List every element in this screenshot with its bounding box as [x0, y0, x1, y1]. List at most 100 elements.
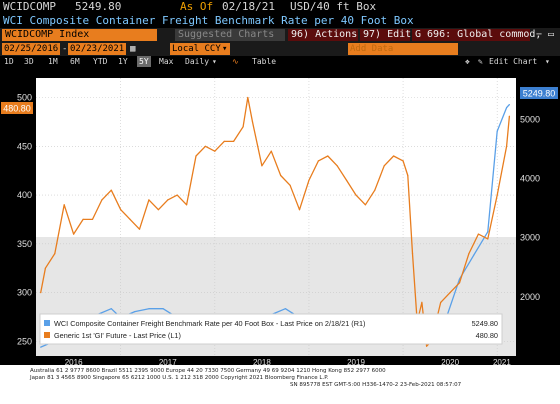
- footer-session: SN 895778 EST GMT-5:00 H336-1470-2 23-Fe…: [290, 382, 462, 388]
- series-1-point-40: [402, 160, 404, 162]
- security-header: WCIDCOMP 5249.80 As Of 02/18/21 USD/40 f…: [0, 0, 560, 14]
- period-1y[interactable]: 1Y: [118, 57, 128, 66]
- series-1-point-26: [270, 150, 272, 152]
- series-0-point-35: [506, 107, 508, 109]
- as-of-date: 02/18/21: [222, 0, 275, 13]
- series-1-point-34: [346, 179, 348, 181]
- left-tick-500: 500: [17, 93, 32, 103]
- series-1-point-51: [468, 253, 470, 255]
- series-1-point-16: [186, 204, 188, 206]
- calendar-icon[interactable]: ▦: [130, 44, 136, 54]
- series-1-point-24: [251, 121, 254, 123]
- series-1-point-56: [508, 115, 510, 117]
- right-tick-4000: 4000: [520, 174, 540, 184]
- left-last-price-label: 480.80: [3, 104, 31, 114]
- period-1m[interactable]: 1M: [48, 57, 58, 66]
- settings-icon[interactable]: ❖: [465, 57, 470, 66]
- period-1d[interactable]: 1D: [4, 57, 14, 66]
- chevron-down-icon[interactable]: ▾: [222, 43, 230, 55]
- edit-chart-button[interactable]: Edit Chart: [489, 57, 538, 66]
- series-1-point-45: [426, 345, 428, 347]
- currency-select[interactable]: Local CCY: [170, 43, 222, 55]
- left-tick-400: 400: [17, 190, 32, 200]
- series-1-point-12: [148, 199, 150, 201]
- left-last-price-box: [1, 102, 33, 114]
- period-3d[interactable]: 3D: [24, 57, 34, 66]
- series-1-point-44: [421, 301, 423, 303]
- window-icon[interactable]: ▭: [548, 29, 555, 40]
- footer-contacts-2: Japan 81 3 4565 8900 Singapore 65 6212 1…: [30, 375, 329, 381]
- series-1-point-14: [167, 199, 169, 201]
- series-1-point-48: [440, 301, 442, 303]
- series-1-point-7: [101, 199, 103, 201]
- period-5y[interactable]: 5Y: [137, 56, 151, 67]
- suggested-charts-label: Suggested Charts: [178, 29, 275, 40]
- series-1-point-29: [298, 209, 301, 211]
- series-1-point-30: [308, 179, 310, 181]
- series-1-point-49: [449, 292, 451, 294]
- legend-value-wci: 5249.80: [472, 319, 498, 328]
- right-last-price-box: [520, 87, 558, 99]
- end-date-input[interactable]: 02/23/2021: [68, 43, 126, 55]
- table-button[interactable]: Table: [252, 57, 277, 66]
- frequency-select[interactable]: Daily: [185, 57, 210, 66]
- series-0-point-33: [487, 231, 489, 233]
- legend-box: [39, 313, 503, 345]
- series-1-point-33: [336, 165, 338, 167]
- date-range-bar: 02/25/2016 - 02/23/2021 ▦ Local CCY ▾ Ad…: [0, 42, 560, 56]
- series-1-point-11: [138, 228, 141, 230]
- series-1-point-10: [129, 218, 131, 220]
- series-1-point-3: [63, 204, 65, 206]
- left-tick-300: 300: [17, 288, 32, 298]
- chevron-down-icon[interactable]: ▾: [545, 57, 550, 66]
- series-1-point-8: [110, 189, 112, 191]
- index-field[interactable]: WCIDCOMP Index: [2, 29, 157, 41]
- actions-menu[interactable]: 96) Actions: [288, 29, 358, 41]
- series-1-point-36: [364, 204, 366, 206]
- legend-label-wci: WCI Composite Container Freight Benchmar…: [54, 319, 365, 328]
- right-axis: 2000 3000 4000 5000: [520, 114, 540, 301]
- price-chart[interactable]: 250 300 350 400 450 500 2000 3000 4000 5000 2016…: [0, 67, 560, 404]
- add-data-input[interactable]: Add Data: [348, 43, 458, 55]
- series-0-point-0: [40, 346, 42, 348]
- series-1-point-15: [176, 194, 178, 196]
- pencil-icon[interactable]: ✎: [478, 57, 483, 66]
- line-chart-icon[interactable]: ∿: [232, 57, 239, 66]
- suggested-charts-button[interactable]: Suggested Charts: [175, 29, 285, 41]
- right-tick-3000: 3000: [520, 233, 540, 243]
- series-1-point-23: [247, 96, 249, 99]
- x-tick-2021: 2021: [493, 358, 511, 367]
- last-price: 5249.80: [75, 0, 122, 13]
- series-1-point-54: [496, 194, 498, 196]
- series-0-point-34: [496, 130, 498, 132]
- date-separator: -: [62, 44, 68, 54]
- right-tick-5000: 5000: [520, 114, 540, 124]
- series-0-point-18: [284, 308, 286, 310]
- series-1-point-18: [204, 145, 206, 147]
- series-0-point-9: [162, 308, 164, 310]
- series-0-point-5: [110, 308, 112, 310]
- series-1-point-21: [233, 140, 235, 142]
- series-0-point-8: [148, 308, 150, 310]
- start-date-input[interactable]: 02/25/2016: [2, 43, 60, 55]
- as-of-label: As Of: [180, 0, 214, 13]
- series-1-point-5: [82, 218, 84, 220]
- security-title: WCI Composite Container Freight Benchmar…: [3, 14, 414, 27]
- period-ytd[interactable]: YTD: [93, 57, 108, 66]
- series-1-point-4: [73, 233, 75, 235]
- period-6m[interactable]: 6M: [70, 57, 80, 66]
- series-1-point-32: [327, 155, 329, 157]
- minimize-icon[interactable]: −: [536, 29, 543, 40]
- news-headline[interactable]: G 696: Global commod,: [412, 29, 541, 41]
- security-description: WCI Composite Container Freight Benchmar…: [0, 14, 560, 28]
- series-0-point-32: [473, 254, 475, 256]
- edit-menu[interactable]: 97) Edit: [360, 29, 411, 41]
- left-axis: 250 300 350 400 450 500: [17, 93, 32, 347]
- period-max[interactable]: Max: [159, 57, 174, 66]
- footer-contacts-1: Australia 61 2 9777 8600 Brazil 5511 239…: [30, 368, 386, 374]
- chevron-down-icon[interactable]: ▾: [212, 57, 217, 66]
- series-1-point-42: [411, 253, 414, 255]
- series-1-point-55: [506, 145, 508, 147]
- legend-value-gi: 480.80: [476, 331, 498, 340]
- series-1-point-50: [458, 282, 461, 284]
